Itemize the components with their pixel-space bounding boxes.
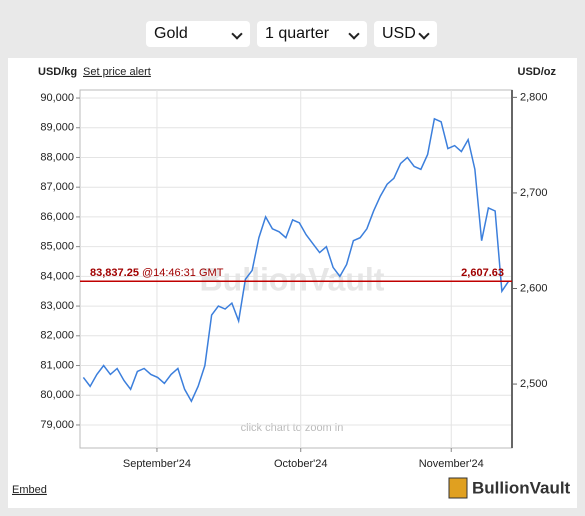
y2-tick-label: 2,600: [520, 282, 548, 294]
y-axis-label: USD/kg: [38, 66, 77, 78]
x-tick-label: September'24: [123, 458, 191, 470]
currency-select[interactable]: USD: [374, 21, 437, 47]
y2-tick-label: 2,500: [520, 378, 548, 390]
price-line: [82, 117, 510, 403]
y-tick-label: 89,000: [40, 122, 74, 134]
y-tick-label: 85,000: [40, 241, 74, 253]
y-tick-label: 83,000: [40, 300, 74, 312]
y-tick-label: 82,000: [40, 330, 74, 342]
x-tick-label: November'24: [419, 458, 484, 470]
logo-icon: [448, 477, 468, 499]
watermark: BullionVault: [200, 261, 385, 297]
y-tick-label: 88,000: [40, 151, 74, 163]
y-tick-label: 84,000: [40, 270, 74, 282]
metal-select[interactable]: Gold: [146, 21, 250, 47]
zoom-hint: click chart to zoom in: [241, 422, 344, 434]
y2-axis-label: USD/oz: [518, 66, 557, 78]
y-tick-label: 90,000: [40, 92, 74, 104]
plot-area: [79, 89, 513, 449]
alert-link[interactable]: Set price alert: [83, 66, 151, 78]
logo[interactable]: BullionVault: [472, 478, 571, 497]
y2-tick-label: 2,800: [520, 91, 548, 103]
embed-link[interactable]: Embed: [12, 484, 47, 496]
current-time: @14:46:31 GMT: [142, 267, 224, 279]
current-price-oz: 2,607.63: [461, 267, 504, 279]
y-tick-label: 80,000: [40, 389, 74, 401]
y2-tick-label: 2,700: [520, 187, 548, 199]
current-price-label: 83,837.25 @14:46:31 GMT: [90, 267, 224, 279]
x-tick-label: October'24: [274, 458, 327, 470]
y-tick-label: 81,000: [40, 359, 74, 371]
y-tick-label: 79,000: [40, 419, 74, 431]
y-tick-label: 86,000: [40, 211, 74, 223]
current-price: 83,837.25: [90, 267, 139, 279]
period-select[interactable]: 1 quarter: [257, 21, 367, 47]
panel: [8, 58, 577, 508]
y-tick-label: 87,000: [40, 181, 74, 193]
